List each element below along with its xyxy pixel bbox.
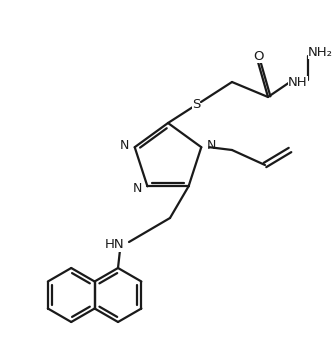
Text: NH₂: NH₂ (307, 45, 333, 58)
Text: N: N (207, 139, 216, 152)
Text: N: N (120, 139, 129, 152)
Text: S: S (192, 99, 200, 112)
Text: NH: NH (288, 75, 308, 88)
Text: N: N (133, 182, 142, 195)
Text: O: O (253, 50, 263, 63)
Text: HN: HN (105, 239, 125, 251)
